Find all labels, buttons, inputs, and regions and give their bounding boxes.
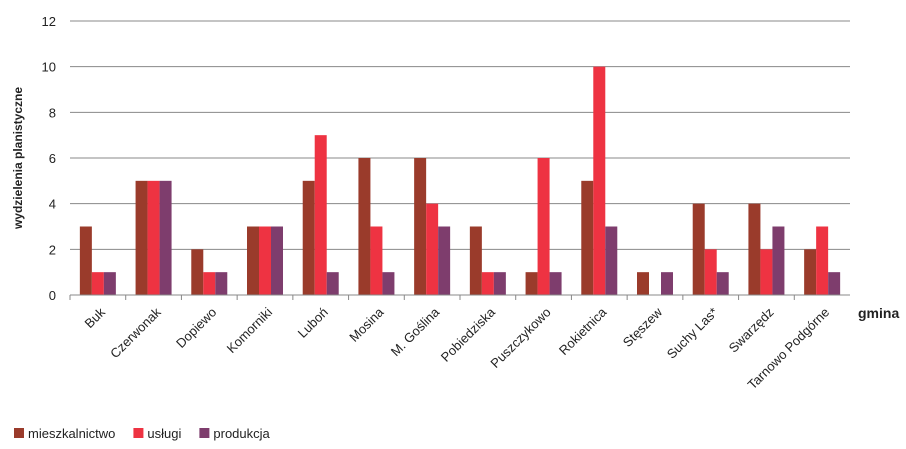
bar bbox=[804, 249, 817, 295]
bar bbox=[247, 226, 259, 295]
x-tick-label: Czerwonak bbox=[107, 304, 164, 361]
x-tick-label: Puszczykowo bbox=[487, 305, 553, 371]
x-tick-label: Komorniki bbox=[224, 304, 276, 356]
x-tick-label: M. Goślina bbox=[388, 304, 443, 359]
bar bbox=[302, 180, 315, 295]
y-tick-label: 6 bbox=[49, 151, 56, 166]
x-axis-label: gmina bbox=[858, 305, 899, 321]
bar bbox=[605, 226, 618, 295]
legend-label: produkcja bbox=[213, 426, 270, 441]
bar bbox=[493, 272, 506, 295]
y-tick-label: 4 bbox=[49, 197, 56, 212]
y-tick-label: 8 bbox=[49, 105, 56, 120]
bar bbox=[525, 272, 538, 295]
x-tick-label: Mosina bbox=[346, 304, 387, 345]
bar bbox=[147, 180, 160, 295]
bar bbox=[692, 203, 705, 295]
bar bbox=[760, 249, 773, 295]
bar bbox=[135, 180, 148, 295]
bar bbox=[414, 158, 427, 295]
bar bbox=[537, 158, 550, 295]
bar bbox=[314, 135, 327, 295]
y-tick-label: 12 bbox=[42, 14, 56, 29]
x-tick-label: Pobiedziska bbox=[438, 304, 499, 365]
y-tick-label: 10 bbox=[42, 60, 56, 75]
bar bbox=[549, 272, 562, 295]
bar bbox=[581, 180, 594, 295]
bar bbox=[469, 226, 482, 295]
bar bbox=[370, 226, 383, 295]
bar bbox=[716, 272, 729, 295]
bar bbox=[637, 272, 649, 295]
bar bbox=[215, 272, 228, 295]
bar bbox=[159, 180, 172, 295]
x-tick-label: Buk bbox=[82, 304, 109, 331]
bar bbox=[661, 272, 673, 295]
x-tick-label: Swarzędz bbox=[726, 305, 777, 356]
bar bbox=[382, 272, 395, 295]
bar bbox=[103, 272, 116, 295]
bar bbox=[816, 226, 829, 295]
bar bbox=[91, 272, 104, 295]
legend-label: mieszkalnictwo bbox=[28, 426, 115, 441]
bar bbox=[704, 249, 717, 295]
bar bbox=[271, 226, 283, 295]
legend-swatch bbox=[199, 428, 210, 438]
legend-swatch bbox=[133, 428, 144, 438]
bar bbox=[79, 226, 92, 295]
y-tick-label: 0 bbox=[49, 288, 56, 303]
y-axis-label: wydzielenia planistyczne bbox=[11, 87, 25, 230]
x-tick-label: Rokietnica bbox=[556, 304, 610, 358]
bar bbox=[772, 226, 785, 295]
bar bbox=[259, 226, 271, 295]
x-tick-label: Suchy Las* bbox=[664, 305, 721, 362]
y-tick-label: 2 bbox=[49, 242, 56, 257]
x-tick-label: Stęszew bbox=[620, 304, 666, 350]
legend-swatch bbox=[14, 428, 24, 438]
bar bbox=[438, 226, 451, 295]
bar bbox=[593, 66, 606, 296]
x-tick-label: Luboń bbox=[295, 305, 331, 341]
bar bbox=[358, 158, 371, 295]
bar bbox=[203, 272, 216, 295]
legend-label: usługi bbox=[147, 426, 181, 441]
bar bbox=[426, 203, 439, 295]
bar bbox=[326, 272, 339, 295]
bar bbox=[828, 272, 841, 295]
bar bbox=[481, 272, 494, 295]
x-tick-label: Dopiewo bbox=[173, 305, 219, 351]
bar bbox=[191, 249, 204, 295]
bar bbox=[748, 203, 761, 295]
